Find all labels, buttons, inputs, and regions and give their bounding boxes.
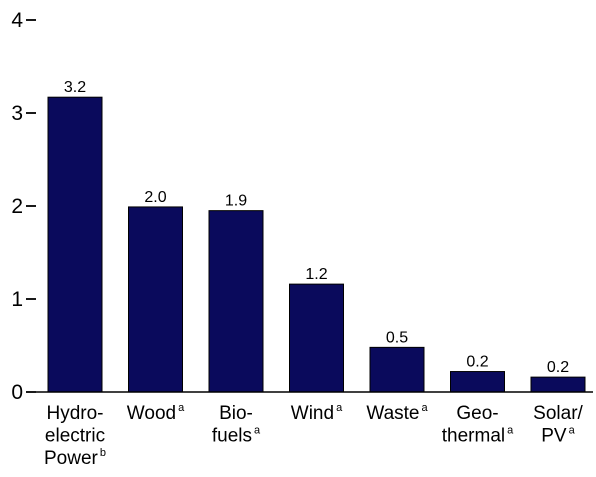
bar: [47, 96, 103, 393]
category-label: electric: [45, 426, 105, 447]
category-label-text: electric: [45, 426, 105, 447]
bar: [128, 206, 183, 393]
bar-value-label: 0.2: [547, 359, 569, 376]
y-axis: 0 1 2 3 4: [11, 9, 36, 404]
bar-value-label: 0.2: [466, 354, 488, 371]
category-label: Power b: [44, 447, 106, 469]
category-label-text: Power: [44, 448, 99, 469]
bar: [289, 283, 344, 393]
category-label-text: fuels: [212, 426, 252, 447]
bar-value-label: 2.0: [144, 189, 166, 206]
footnote-superscript: a: [254, 425, 261, 437]
footnote-superscript: b: [100, 447, 106, 459]
footnote-superscript: a: [422, 402, 429, 414]
footnote-superscript: a: [336, 402, 343, 414]
bar: [369, 346, 425, 393]
bar: [530, 376, 586, 393]
bars: [47, 96, 586, 393]
bar: [208, 210, 264, 393]
y-tick-label: 2: [11, 195, 23, 218]
y-tick-label: 4: [11, 9, 23, 32]
category-label: Bio-: [219, 403, 253, 424]
category-label-text: PV: [541, 426, 567, 447]
bar-value-label: 3.2: [64, 79, 86, 96]
category-label: fuels a: [212, 425, 261, 447]
value-labels: 3.2 2.0 1.9 1.2 0.5 0.2 0.2: [64, 79, 569, 376]
category-label: PV a: [541, 425, 575, 447]
category-label-text: Wind: [291, 403, 334, 424]
y-tick-label: 1: [11, 288, 23, 311]
bar-value-label: 1.2: [305, 266, 327, 283]
footnote-superscript: a: [507, 425, 514, 437]
category-label-text: thermal: [442, 426, 505, 447]
category-label: Hydro-: [46, 403, 103, 424]
category-label: Solar/: [533, 403, 583, 424]
category-label-text: Hydro-: [46, 403, 103, 424]
category-label-text: Bio-: [219, 403, 253, 424]
category-label-text: Solar/: [533, 403, 583, 424]
category-label: Geo-: [456, 403, 498, 424]
bar: [450, 371, 505, 393]
bar-value-label: 1.9: [225, 193, 247, 210]
category-label: Wind a: [291, 402, 343, 424]
category-label: thermal a: [442, 425, 514, 447]
y-tick-label: 0: [11, 381, 23, 404]
category-label-text: Geo-: [456, 403, 498, 424]
category-label: Wood a: [127, 402, 185, 424]
category-label-text: Wood: [127, 403, 176, 424]
bar-value-label: 0.5: [386, 329, 408, 346]
category-label-text: Waste: [366, 403, 419, 424]
category-label: Waste a: [366, 402, 428, 424]
footnote-superscript: a: [178, 402, 185, 414]
y-tick-label: 3: [11, 102, 23, 125]
footnote-superscript: a: [569, 425, 576, 437]
